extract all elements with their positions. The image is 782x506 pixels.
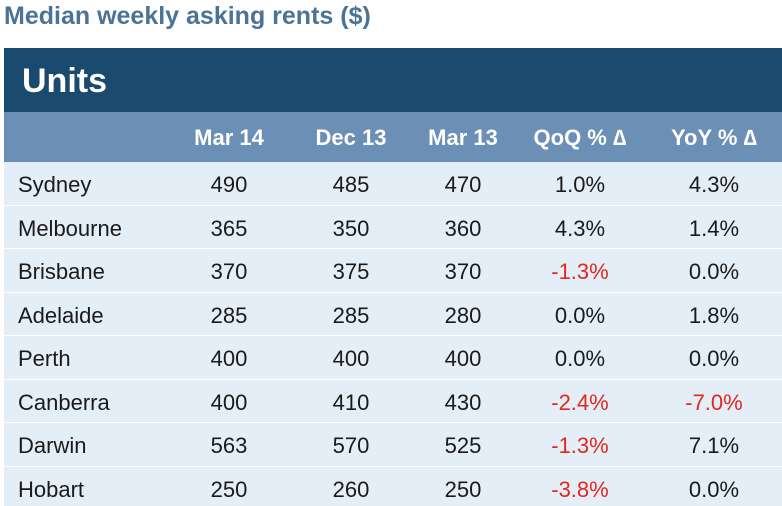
cell-dec13: 260 — [332, 476, 370, 502]
cell-dec13: 375 — [332, 259, 370, 284]
table-row: Sydney 490 485 470 1.0% 4.3% — [4, 162, 782, 205]
cell-yoy: 0.0% — [688, 476, 740, 502]
cell-dec13: 350 — [332, 215, 370, 241]
cell-city: Darwin — [18, 433, 87, 458]
table-row: Canberra 400 410 430 -2.4% -7.0% — [4, 379, 782, 423]
cell-mar14: 250 — [210, 476, 248, 502]
cell-yoy: -7.0% — [685, 389, 743, 415]
cell-dec13: 410 — [332, 389, 370, 415]
cell-city: Hobart — [18, 476, 85, 502]
row-divider — [4, 465, 782, 467]
table-row: Brisbane 370 375 370 -1.3% 0.0% — [4, 249, 782, 292]
cell-qoq: -2.4% — [551, 389, 609, 415]
cell-qoq: 0.0% — [554, 346, 606, 371]
table-row: Perth 400 400 400 0.0% 0.0% — [4, 336, 782, 379]
cell-yoy: 1.8% — [688, 302, 740, 328]
rent-table: Units Mar 14 Dec 13 Mar 13 QoQ % ∆ YoY %… — [4, 48, 782, 506]
table-row: Darwin 563 570 525 -1.3% 7.1% — [4, 423, 782, 466]
table-row: Adelaide 285 285 280 0.0% 1.8% — [4, 292, 782, 336]
cell-city: Canberra — [18, 389, 110, 415]
row-divider — [4, 248, 782, 249]
cell-yoy: 0.0% — [688, 346, 740, 371]
cell-yoy: 0.0% — [688, 259, 740, 284]
cell-mar13: 370 — [444, 259, 482, 284]
row-divider — [4, 291, 782, 293]
cell-dec13: 285 — [332, 302, 370, 328]
cell-city: Melbourne — [18, 215, 122, 241]
cell-yoy: 1.4% — [688, 215, 740, 241]
column-header-yoy: YoY % ∆ — [670, 125, 757, 150]
cell-mar14: 365 — [210, 215, 248, 241]
row-divider — [4, 378, 782, 380]
cell-qoq: -1.3% — [551, 433, 609, 458]
cell-city: Adelaide — [18, 302, 104, 328]
table-row: Hobart 250 260 250 -3.8% 0.0% — [4, 466, 782, 506]
cell-qoq: 0.0% — [554, 302, 606, 328]
cell-mar14: 370 — [210, 259, 248, 284]
cell-dec13: 570 — [332, 433, 370, 458]
cell-mar13: 400 — [444, 346, 482, 371]
cell-city: Sydney — [18, 172, 92, 197]
cell-dec13: 485 — [332, 172, 370, 197]
column-header-mar14: Mar 14 — [194, 125, 264, 150]
column-header-mar13: Mar 13 — [428, 125, 498, 150]
cell-qoq: 1.0% — [554, 172, 606, 197]
cell-yoy: 7.1% — [688, 433, 740, 458]
column-header-qoq: QoQ % ∆ — [533, 125, 627, 150]
cell-mar13: 360 — [444, 215, 482, 241]
column-header-row: Mar 14 Dec 13 Mar 13 QoQ % ∆ YoY % ∆ — [4, 112, 782, 162]
row-divider — [4, 422, 782, 423]
cell-qoq: -1.3% — [551, 259, 609, 284]
cell-mar13: 430 — [444, 389, 482, 415]
page-title: Median weekly asking rents ($) — [4, 2, 371, 30]
cell-mar14: 400 — [210, 346, 248, 371]
row-divider — [4, 204, 782, 206]
cell-mar13: 250 — [444, 476, 482, 502]
cell-mar13: 280 — [444, 302, 482, 328]
cell-mar14: 563 — [210, 433, 248, 458]
cell-mar14: 490 — [210, 172, 248, 197]
cell-city: Perth — [18, 346, 71, 371]
cell-qoq: -3.8% — [551, 476, 609, 502]
row-divider — [4, 335, 782, 336]
table-row: Melbourne 365 350 360 4.3% 1.4% — [4, 205, 782, 249]
cell-mar14: 400 — [210, 389, 248, 415]
cell-mar13: 470 — [444, 172, 482, 197]
cell-city: Brisbane — [18, 259, 105, 284]
cell-mar14: 285 — [210, 302, 248, 328]
cell-dec13: 400 — [332, 346, 370, 371]
cell-mar13: 525 — [444, 433, 482, 458]
section-header: Units — [4, 48, 782, 112]
column-header-dec13: Dec 13 — [315, 125, 387, 150]
cell-qoq: 4.3% — [554, 215, 606, 241]
cell-yoy: 4.3% — [688, 172, 740, 197]
section-title: Units — [22, 62, 107, 100]
